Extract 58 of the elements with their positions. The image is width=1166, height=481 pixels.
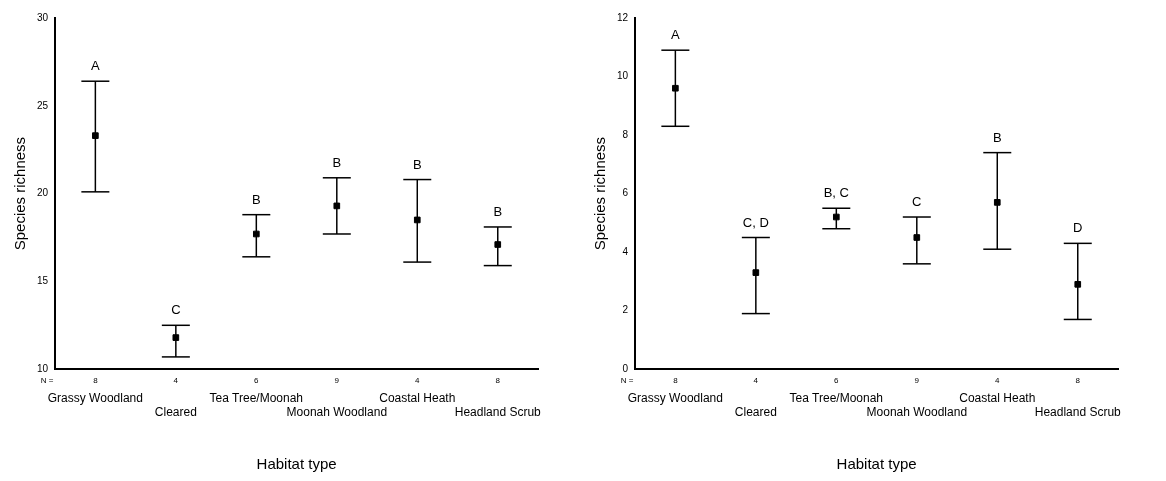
x-axis-title: Habitat type	[256, 455, 337, 473]
x-tick-label: Grassy Woodland	[47, 390, 143, 405]
text: 8	[495, 376, 501, 386]
text: N =	[620, 376, 634, 386]
x-tick-label: Tea Tree/Moonah	[209, 390, 304, 405]
y-tick-label: 6	[622, 187, 629, 199]
y-axis-title: Species richness	[11, 136, 29, 251]
annotation: D	[1073, 220, 1083, 236]
y-tick-label: 4	[622, 245, 629, 257]
point	[672, 84, 679, 92]
annotation: B	[992, 129, 1002, 145]
x-tick-label: Moonah Woodland	[286, 405, 388, 420]
x-tick-label: Cleared	[734, 405, 777, 420]
text: 4	[995, 376, 1001, 386]
point	[92, 132, 99, 139]
annotation: A	[91, 58, 101, 74]
text: 8	[93, 376, 99, 386]
y-tick-label: 0	[622, 362, 629, 374]
text: 8	[1075, 376, 1081, 386]
point	[413, 216, 421, 224]
annotation: C	[912, 194, 922, 210]
annotation: B	[251, 191, 261, 207]
text: 8	[673, 376, 679, 386]
text: 4	[753, 376, 759, 386]
y-tick-label: 10	[617, 70, 629, 82]
annotation: B	[493, 204, 503, 220]
text: 4	[173, 376, 179, 386]
x-tick-label: Grassy Woodland	[627, 390, 723, 405]
annotation: A	[671, 27, 681, 43]
annotation: C, D	[742, 214, 769, 230]
y-tick-label: 8	[622, 128, 629, 140]
x-tick-label: Headland Scrub	[454, 405, 542, 420]
y-tick-label: 20	[37, 187, 49, 199]
text: 6	[254, 376, 260, 386]
x-tick-label: Moonah Woodland	[866, 405, 968, 420]
y-tick-label: 12	[617, 11, 629, 23]
y-tick-label: 2	[622, 304, 629, 316]
annotation: B	[412, 156, 422, 172]
y-tick-label: 25	[37, 99, 49, 111]
y-axis-title: Species richness	[591, 136, 609, 251]
text: 9	[914, 376, 920, 386]
text: 6	[834, 376, 840, 386]
y-tick-label: 10	[37, 362, 49, 374]
point	[993, 199, 1001, 206]
annotation: B, C	[823, 185, 849, 201]
x-tick-label: Coastal Heath	[379, 390, 456, 405]
x-axis-title: Habitat type	[836, 455, 917, 473]
x-tick-label: Coastal Heath	[959, 390, 1036, 405]
text: N =	[40, 376, 54, 386]
annotation: C	[171, 302, 181, 318]
x-tick-label: Cleared	[154, 405, 197, 420]
annotation: B	[332, 154, 342, 170]
y-tick-label: 30	[37, 11, 49, 23]
x-tick-label: Headland Scrub	[1034, 405, 1122, 420]
text: 9	[334, 376, 340, 386]
text: 4	[415, 376, 421, 386]
y-tick-label: 15	[37, 275, 49, 287]
x-tick-label: Tea Tree/Moonah	[789, 390, 884, 405]
